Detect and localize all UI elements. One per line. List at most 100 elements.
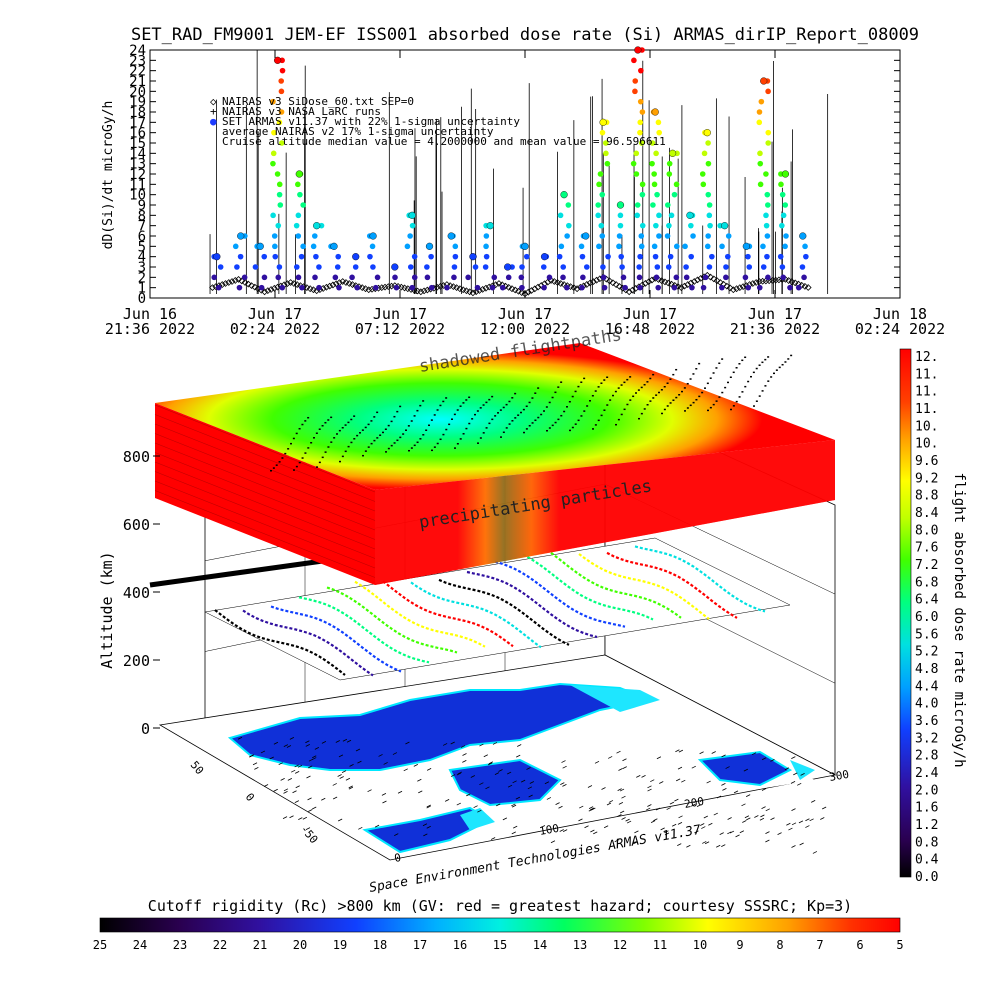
- armas-point: [777, 253, 784, 260]
- armas-point: [275, 274, 282, 281]
- rigidity-colorbar-tick-label: 9: [736, 938, 743, 952]
- shadowed-track-dot: [663, 408, 666, 411]
- armas-point: [354, 284, 360, 291]
- shadowed-track-dot: [416, 441, 419, 444]
- armas-point: [719, 243, 725, 250]
- armas-point: [300, 243, 306, 250]
- armas-point: [601, 284, 608, 291]
- shadowed-track-dot: [301, 457, 304, 459]
- ground-track-dash: [426, 825, 431, 829]
- shadowed-track-dot: [523, 431, 525, 434]
- dose-colorbar-tick-label: 9.2: [915, 471, 938, 486]
- nairas-point: [362, 285, 369, 293]
- shadowed-track-dot: [350, 418, 353, 421]
- nairas-point: [231, 277, 239, 284]
- iss-orbit-track: [522, 553, 654, 621]
- radiation-slab: [154, 343, 835, 585]
- shadowed-track-dot: [715, 367, 718, 369]
- armas-point: [295, 212, 302, 219]
- iss-orbit-track: [382, 580, 514, 648]
- shadowed-track-dot: [764, 358, 767, 361]
- nairas-point: [658, 277, 666, 285]
- shadowed-track-dot: [718, 396, 721, 398]
- shadowed-track-dot: [479, 437, 482, 439]
- shadowed-track-dot: [393, 442, 396, 444]
- ground-track-dash: [337, 818, 343, 822]
- ground-track-dash: [249, 754, 255, 758]
- shadowed-track-dot: [376, 411, 379, 414]
- armas-point: [652, 253, 659, 260]
- armas-point: [409, 284, 416, 291]
- chart-title: SET_RAD_FM9001 JEM-EF ISS001 absorbed do…: [131, 25, 919, 45]
- armas-point: [261, 253, 268, 260]
- nairas-point: [593, 276, 601, 284]
- ground-track-dash: [357, 760, 362, 764]
- shadowed-track-dot: [370, 420, 373, 422]
- shadowed-track-dot: [436, 442, 439, 445]
- ground-track-dash: [677, 821, 683, 825]
- ground-track-dash: [765, 839, 770, 843]
- armas-point: [275, 222, 282, 229]
- ground-track-dash: [677, 766, 683, 770]
- ground-track-dash: [417, 778, 422, 782]
- ground-track-dash: [694, 830, 699, 834]
- armas-point: [474, 284, 481, 291]
- armas-point: [299, 284, 305, 291]
- shadowed-track-dot: [281, 457, 284, 459]
- shadowed-track-dot: [609, 399, 612, 401]
- shadowed-track-dot: [511, 397, 514, 399]
- y-tick-label: 10: [129, 188, 146, 204]
- armas-point: [272, 243, 278, 250]
- armas-point: [237, 253, 244, 260]
- armas-point: [540, 264, 547, 270]
- shadowed-track-dot: [551, 424, 554, 427]
- shadowed-track-dot: [304, 420, 307, 422]
- armas-point: [489, 284, 496, 291]
- armas-point: [756, 119, 763, 126]
- armas-peak-point: [560, 191, 568, 199]
- ground-track-dash: [578, 818, 583, 822]
- armas-point: [600, 274, 607, 281]
- nairas-point: [319, 285, 327, 292]
- armas-point: [452, 253, 459, 260]
- ground-track-dash: [457, 771, 463, 775]
- shadowed-track-dot: [643, 383, 646, 386]
- shadowed-track-dot: [307, 416, 310, 419]
- ground-track-dash: [703, 815, 709, 819]
- shadowed-track-dot: [396, 439, 399, 442]
- armas-point: [633, 171, 640, 177]
- nairas-point: [209, 284, 216, 292]
- ground-track-dash: [560, 782, 565, 785]
- ground-track-dash: [349, 764, 354, 767]
- armas-point: [297, 191, 303, 198]
- armas-point: [392, 274, 398, 281]
- ground-track-dash: [490, 837, 496, 840]
- ground-track-dash: [798, 820, 804, 824]
- ground-track-dash: [820, 817, 825, 820]
- armas-point: [411, 253, 418, 260]
- shadowed-track-dot: [686, 382, 689, 385]
- armas-point: [335, 253, 342, 260]
- armas-point: [579, 284, 585, 291]
- armas-point: [632, 88, 638, 95]
- ground-track-dash: [341, 770, 347, 773]
- ground-track-dash: [254, 767, 259, 770]
- x-tick-label-date: Jun 17: [373, 305, 427, 323]
- slab-front-red: [375, 440, 835, 585]
- armas-peak-point: [599, 118, 607, 126]
- ground-track-dash: [483, 754, 488, 758]
- slab-edge-line: [154, 461, 376, 550]
- ground-track-dash: [647, 785, 652, 789]
- nairas-point: [293, 281, 301, 288]
- nairas-point: [358, 284, 366, 292]
- ground-track-dash: [339, 776, 344, 779]
- rigidity-colorbar-tick-label: 15: [493, 938, 507, 952]
- dose-colorbar-tick-label: 4.0: [915, 697, 938, 712]
- shadowed-track-dot: [402, 433, 405, 435]
- armas-point: [651, 171, 657, 177]
- armas-point: [336, 284, 342, 291]
- shadowed-track-dot: [594, 424, 597, 426]
- shadowed-track-dot: [543, 410, 545, 412]
- armas-point: [638, 233, 645, 239]
